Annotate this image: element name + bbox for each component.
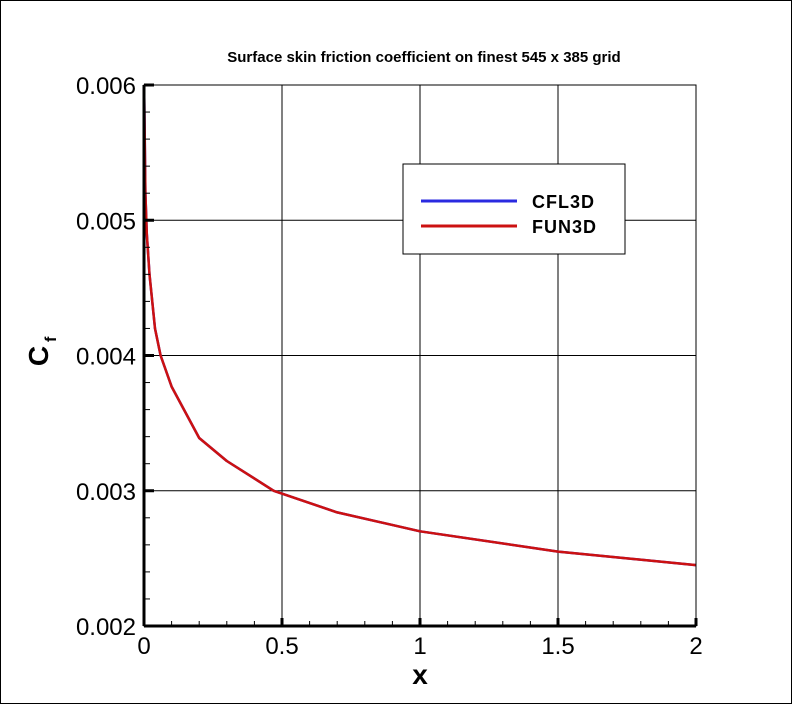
x-tick-label: 0 bbox=[137, 633, 150, 660]
x-tick-label: 1 bbox=[413, 633, 426, 660]
x-axis-label: x bbox=[412, 659, 428, 690]
y-tick-label: 0.006 bbox=[76, 73, 136, 100]
x-tick-label: 0.5 bbox=[265, 633, 298, 660]
y-tick-label: 0.002 bbox=[76, 614, 136, 641]
series-line-fun3d bbox=[142, 84, 697, 567]
y-tick-label: 0.005 bbox=[76, 208, 136, 235]
x-tick-label: 2 bbox=[689, 633, 702, 660]
y-tick-label: 0.004 bbox=[76, 344, 136, 371]
y-axis-label-subscript: f bbox=[43, 336, 60, 342]
legend: CFL3D FUN3D bbox=[402, 163, 626, 255]
y-tick-label: 0.003 bbox=[76, 479, 136, 506]
y-axis-label: C bbox=[23, 346, 54, 366]
chart-title: Surface skin friction coefficient on fin… bbox=[227, 49, 620, 66]
x-tick-label: 1.5 bbox=[541, 633, 574, 660]
legend-box bbox=[402, 163, 626, 255]
legend-label-fun3d: FUN3D bbox=[532, 217, 597, 237]
legend-label-cfl3d: CFL3D bbox=[532, 192, 595, 212]
